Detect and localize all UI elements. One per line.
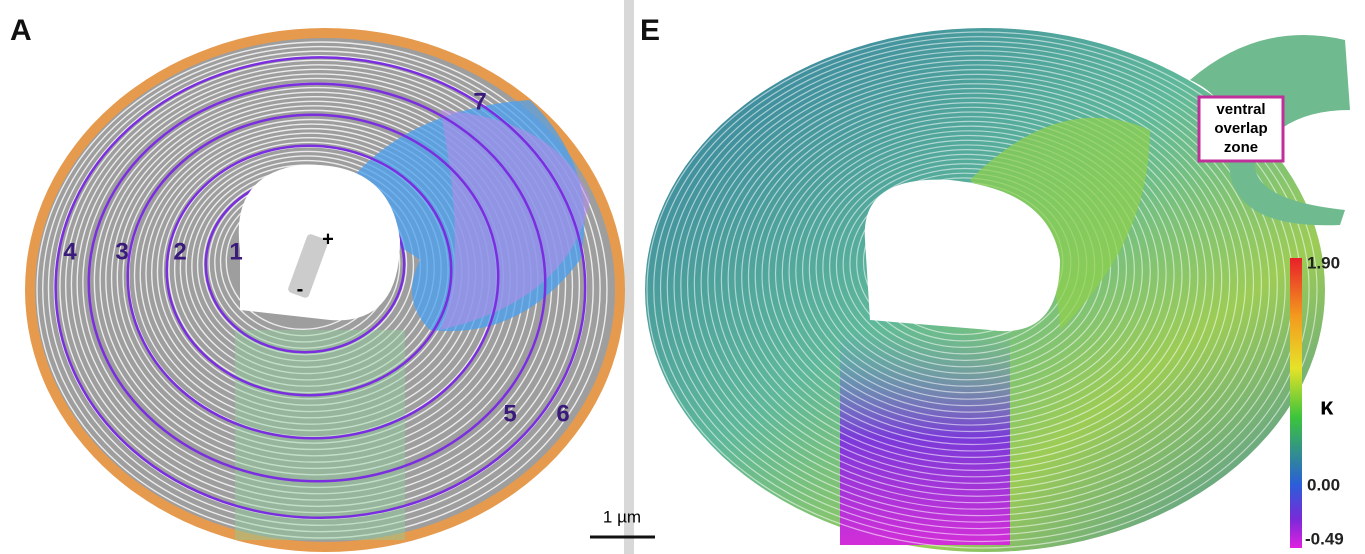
fiber-ring (693, 64, 1263, 504)
fiber-ring (59, 59, 581, 514)
contour-line (54, 56, 587, 520)
lumen (864, 179, 1060, 332)
fiber-ring (70, 68, 567, 501)
panel-label: A (10, 14, 32, 47)
contour-label: 6 (556, 400, 569, 427)
minus-sign: - (297, 278, 304, 300)
colorbar-zero: 0.00 (1307, 475, 1340, 494)
colorbar-min: -0.49 (1305, 529, 1344, 548)
fiber-ring (774, 120, 1167, 426)
contour-label: 4 (63, 238, 77, 265)
colorbar (1290, 258, 1302, 548)
fiber-ring (741, 97, 1207, 459)
fiber-ring (747, 101, 1199, 452)
panel-a: A 1 2 3 4 5 6 7 + - 1 µm (10, 14, 655, 552)
colorbar-symbol: κ (1320, 393, 1334, 420)
fiber-ring (680, 54, 1278, 517)
fiber-ring (815, 149, 1120, 387)
scale-label: 1 µm (603, 507, 641, 526)
fiber-ring (754, 106, 1191, 446)
contour-line (165, 144, 453, 397)
contour-line (126, 113, 500, 440)
inset-box (1197, 95, 1285, 163)
panel-divider (624, 0, 634, 554)
fiber-ring (801, 139, 1135, 400)
fiber-ring (64, 64, 574, 508)
contour-label: 1 (229, 238, 242, 265)
fiber-ring (795, 134, 1143, 407)
contour-label: 5 (503, 400, 516, 427)
fiber-ring (822, 153, 1112, 381)
contour-label: 3 (115, 238, 128, 265)
fiber-ring (734, 92, 1215, 465)
overlap-lobe (970, 117, 1150, 330)
contour-line (87, 82, 547, 483)
fiber-ring (788, 130, 1151, 413)
inset-label: overlap (1214, 120, 1267, 137)
inset-label: ventral (1216, 101, 1265, 118)
fiber-ring (781, 125, 1159, 420)
fiber-ring (720, 83, 1231, 478)
fiber-ring (36, 41, 608, 539)
inset-label: zone (1224, 139, 1258, 156)
fiber-ring (47, 50, 594, 527)
fiber-ring (686, 59, 1270, 510)
colorbar-max: 1.90 (1307, 253, 1340, 272)
overlap-hatch (440, 110, 590, 330)
fiber-ring (727, 87, 1223, 471)
plus-sign: + (322, 228, 334, 250)
fiber-ring (714, 78, 1239, 484)
fiber-ring (808, 144, 1128, 394)
fiber-ring (653, 36, 1310, 543)
fiber-ring (761, 111, 1183, 439)
panel-e: ventral overlap zone 1.90 κ 0.00 -0.49 E (640, 14, 1350, 552)
fiber-ring (700, 69, 1255, 497)
fiber-ring (42, 45, 601, 533)
fiber-ring (707, 73, 1247, 491)
green-zone (235, 330, 405, 540)
contour-label: 7 (473, 88, 486, 115)
panel-label: E (640, 14, 660, 47)
contour-label: 2 (173, 238, 186, 265)
fiber-ring (768, 116, 1175, 433)
fiber-ring (646, 31, 1318, 549)
fiber-ring (673, 50, 1286, 523)
direction-badge (288, 234, 328, 298)
